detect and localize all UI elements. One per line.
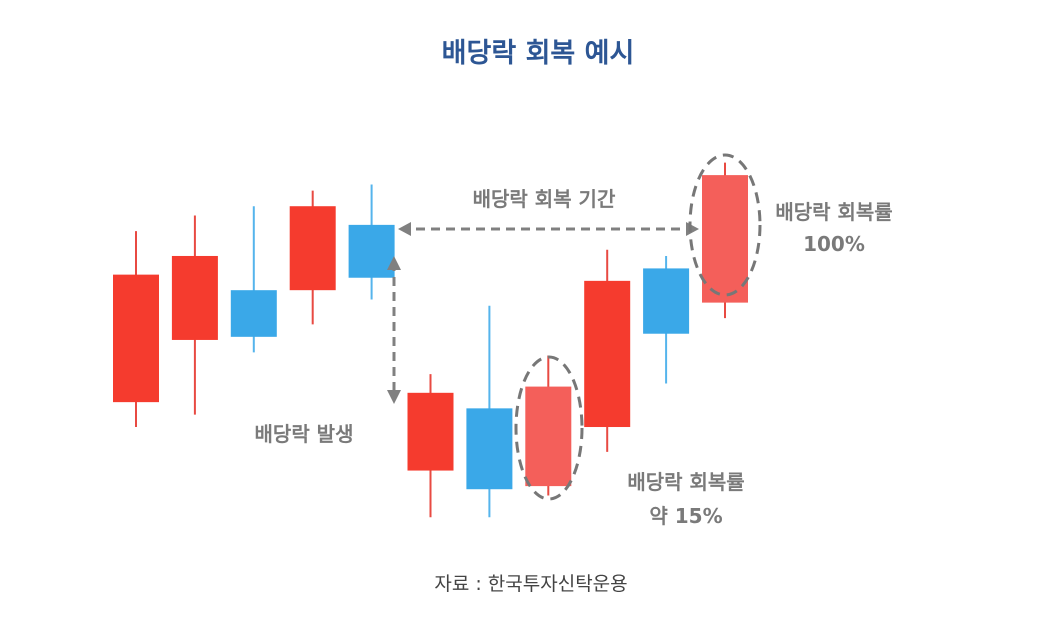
recovery-period-arrow-left-head: [398, 222, 411, 236]
candle-11-body: [702, 175, 748, 303]
ex-dividend-arrow-up-head: [387, 256, 401, 270]
candle-4-body: [289, 206, 336, 291]
candle-10-body: [643, 268, 690, 334]
ex-dividend-arrow-down-head: [387, 390, 401, 404]
candle-1-body: [113, 274, 159, 403]
candle-2-body: [171, 255, 218, 340]
partial-recovery-highlight-ellipse: [514, 355, 584, 501]
candle-9-body: [584, 280, 631, 428]
candle-5-body: [348, 224, 395, 278]
ex-dividend-annotation: 배당락 발생: [255, 256, 401, 446]
candle-6-body: [407, 392, 454, 471]
ex-dividend-label: 배당락 발생: [255, 422, 354, 446]
full-recovery-highlight-ellipse: [688, 153, 762, 297]
chart-title: 배당락 회복 예시: [442, 38, 635, 69]
full-recovery-label-line2: 100%: [803, 232, 865, 256]
source-note: 자료 : 한국투자신탁운용: [434, 573, 627, 595]
recovery-period-annotation: 배당락 회복 기간: [398, 187, 699, 236]
candle-8-body: [525, 386, 572, 487]
recovery-period-label: 배당락 회복 기간: [473, 187, 616, 211]
candles-group: [113, 162, 748, 518]
full-recovery-label-line1: 배당락 회복률: [775, 200, 892, 224]
partial-recovery-label-line1: 배당락 회복률: [627, 470, 744, 494]
recovery-period-arrow-right-head: [686, 222, 699, 236]
partial-recovery-label-line2: 약 15%: [649, 504, 722, 528]
candle-7-body: [466, 408, 513, 490]
candle-3-body: [230, 290, 277, 337]
